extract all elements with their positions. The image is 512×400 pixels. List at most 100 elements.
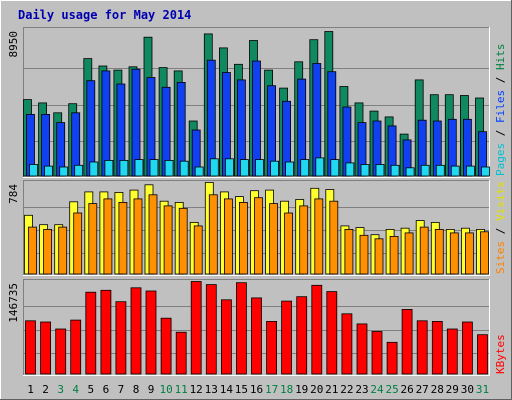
bar-sites-visits-sites-day-10	[163, 205, 173, 275]
bar-kbytes-kbytes-day-20	[311, 284, 323, 375]
bar-pages-files-hits-pages-day-5	[89, 161, 99, 177]
bar-pages-files-hits-pages-day-19	[300, 159, 310, 177]
bar-sites-visits-sites-day-29	[449, 232, 459, 275]
x-tick-label-29: 29	[446, 383, 459, 396]
bar-pages-files-hits-pages-day-8	[134, 159, 144, 177]
bar-kbytes-kbytes-day-9	[145, 290, 157, 375]
bar-sites-visits-sites-day-20	[314, 198, 324, 275]
bar-pages-files-hits-pages-day-1	[29, 164, 38, 177]
bar-sites-visits-sites-day-13	[208, 194, 218, 275]
x-tick-label-22: 22	[340, 383, 353, 396]
bar-sites-visits-sites-day-11	[178, 207, 188, 275]
x-tick-label-24: 24	[370, 383, 384, 396]
bar-sites-visits-sites-day-16	[254, 197, 263, 275]
panel-kbytes-max-label: 146735	[7, 283, 20, 323]
x-tick-label-23: 23	[355, 383, 368, 396]
bar-kbytes-kbytes-day-11	[175, 331, 187, 375]
legend-entry-0-0: Pages	[494, 143, 507, 176]
legend-entry-1-1: /	[494, 221, 507, 241]
bar-kbytes-kbytes-day-18	[281, 300, 293, 375]
bar-sites-visits-sites-day-23	[359, 234, 369, 275]
panel-pages-files-hits-legend: Pages / Files / Hits	[494, 44, 507, 177]
x-tick-label-19: 19	[295, 383, 308, 396]
bar-kbytes-kbytes-day-1	[25, 320, 36, 375]
bar-pages-files-hits-pages-day-11	[179, 160, 189, 177]
x-tick-label-2: 2	[42, 383, 49, 396]
x-tick-label-27: 27	[416, 383, 429, 396]
bar-sites-visits-sites-day-12	[193, 225, 203, 275]
bar-sites-visits-sites-day-24	[374, 238, 384, 275]
bar-kbytes-kbytes-day-17	[266, 320, 278, 375]
bar-pages-files-hits-pages-day-18	[285, 161, 295, 177]
bar-kbytes-kbytes-day-4	[70, 319, 82, 375]
bar-sites-visits-sites-day-22	[344, 228, 354, 275]
x-tick-label-18: 18	[280, 383, 293, 396]
bar-sites-visits-sites-day-17	[269, 203, 279, 275]
bar-sites-visits-sites-day-3	[58, 226, 68, 275]
bar-pages-files-hits-files-day-16	[252, 60, 261, 177]
x-tick-label-31: 31	[476, 383, 489, 396]
bar-sites-visits-sites-day-4	[73, 212, 83, 275]
bar-sites-visits-sites-day-8	[133, 198, 143, 275]
x-tick-label-11: 11	[175, 383, 188, 396]
bar-pages-files-hits-pages-day-12	[194, 166, 204, 177]
bar-kbytes-kbytes-day-25	[386, 341, 398, 375]
x-tick-label-1: 1	[27, 383, 34, 396]
bar-kbytes-kbytes-day-14	[220, 299, 232, 375]
bar-kbytes-kbytes-day-10	[160, 317, 172, 375]
bar-kbytes-kbytes-day-16	[251, 297, 262, 375]
x-tick-label-5: 5	[87, 383, 94, 396]
bar-pages-files-hits-pages-day-2	[44, 165, 53, 177]
legend-entry-1-2: Visits	[494, 181, 507, 221]
panel-kbytes-legend: KBytes	[494, 334, 507, 374]
bar-pages-files-hits-pages-day-23	[360, 164, 370, 177]
x-tick-label-30: 30	[461, 383, 474, 396]
bar-sites-visits-sites-day-30	[464, 232, 474, 275]
bar-kbytes-kbytes-day-28	[431, 320, 443, 375]
bar-kbytes-kbytes-day-30	[461, 321, 473, 375]
bar-pages-files-hits-pages-day-24	[375, 164, 385, 177]
bar-pages-files-hits-pages-day-13	[209, 158, 219, 177]
bar-pages-files-hits-pages-day-9	[149, 159, 159, 177]
x-tick-label-21: 21	[325, 383, 338, 396]
bar-sites-visits-sites-day-15	[238, 201, 248, 275]
bar-kbytes-kbytes-day-24	[371, 331, 383, 375]
bar-kbytes-kbytes-day-3	[55, 328, 67, 375]
bar-pages-files-hits-pages-day-17	[270, 160, 280, 177]
legend-entry-0-2: Files	[494, 90, 507, 123]
bar-sites-visits-sites-day-25	[389, 235, 399, 275]
bar-sites-visits-sites-day-6	[103, 198, 113, 275]
panel-sites-visits-max-label: 784	[7, 184, 20, 204]
bar-sites-visits-sites-day-9	[148, 194, 158, 275]
x-tick-label-17: 17	[265, 383, 278, 396]
bar-kbytes-kbytes-day-7	[115, 301, 127, 375]
bar-kbytes-kbytes-day-12	[190, 281, 202, 375]
bar-sites-visits-sites-day-31	[480, 231, 489, 275]
bar-sites-visits-sites-day-5	[88, 203, 98, 275]
bar-kbytes-kbytes-day-22	[341, 313, 353, 375]
bar-pages-files-hits-pages-day-16	[255, 159, 264, 177]
x-tick-label-4: 4	[72, 383, 79, 396]
bar-pages-files-hits-pages-day-6	[104, 159, 114, 177]
panel-pages-files-hits-max-label: 8950	[7, 31, 20, 58]
x-tick-label-26: 26	[400, 383, 413, 396]
bar-kbytes-kbytes-day-19	[296, 296, 308, 375]
bar-kbytes-kbytes-day-21	[326, 291, 338, 375]
x-tick-label-28: 28	[431, 383, 444, 396]
legend-entry-2-0: KBytes	[494, 334, 507, 374]
legend-entry-1-0: Sites	[494, 241, 507, 274]
x-tick-label-9: 9	[148, 383, 155, 396]
x-tick-label-8: 8	[133, 383, 140, 396]
bar-pages-files-hits-pages-day-15	[239, 159, 249, 177]
bar-pages-files-hits-pages-day-4	[74, 164, 84, 177]
bar-pages-files-hits-pages-day-7	[119, 159, 129, 177]
x-tick-label-12: 12	[190, 383, 203, 396]
bar-sites-visits-sites-day-7	[118, 201, 128, 275]
bar-kbytes-kbytes-day-23	[356, 323, 368, 375]
x-tick-label-25: 25	[385, 383, 398, 396]
bar-pages-files-hits-pages-day-21	[330, 159, 340, 177]
bar-kbytes-kbytes-day-26	[401, 308, 413, 375]
legend-entry-0-3: /	[494, 70, 507, 90]
x-tick-label-10: 10	[159, 383, 172, 396]
